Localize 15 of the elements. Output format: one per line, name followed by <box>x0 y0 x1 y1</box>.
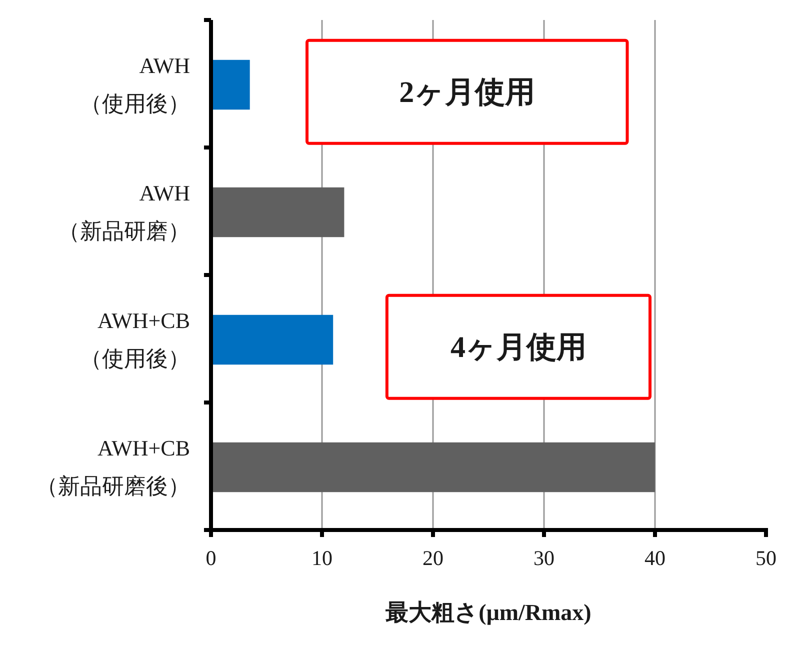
x-tick-label: 20 <box>422 546 444 570</box>
annotation: 4ヶ月使用 <box>385 294 652 400</box>
annotation: 2ヶ月使用 <box>399 76 536 109</box>
x-tick-label: 50 <box>756 546 776 570</box>
y-tick-label: AWH+CB （使用後） <box>80 308 190 371</box>
annotation: 4ヶ月使用 <box>450 330 586 364</box>
y-tick-label: AWH+CB （新品研磨後） <box>36 435 190 498</box>
x-tick-label: 10 <box>312 546 332 570</box>
x-tick-label: 0 <box>206 546 216 570</box>
y-tick-label: AWH （使用後） <box>80 52 190 116</box>
annotation: 2ヶ月使用 <box>306 38 629 145</box>
x-tick-label: 40 <box>644 546 666 570</box>
x-tick-label: 30 <box>534 546 554 570</box>
y-tick-label: AWH （新品研磨） <box>58 180 190 244</box>
x-axis-title: 最大粗さ(μm/Rmax) <box>384 600 592 625</box>
